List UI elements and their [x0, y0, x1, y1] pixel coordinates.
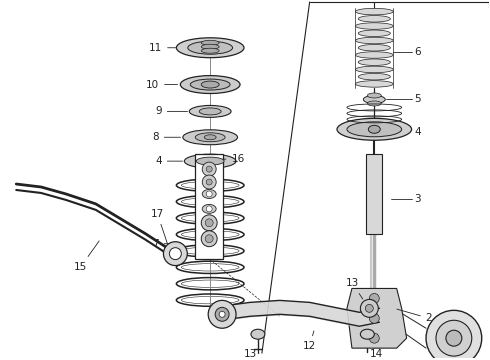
Ellipse shape — [201, 81, 219, 88]
Ellipse shape — [251, 329, 265, 339]
Ellipse shape — [358, 30, 391, 36]
Text: 1: 1 — [464, 335, 470, 345]
Circle shape — [426, 310, 482, 360]
Text: 2: 2 — [397, 309, 432, 323]
Polygon shape — [347, 288, 407, 348]
Ellipse shape — [202, 189, 216, 198]
Ellipse shape — [364, 95, 385, 103]
Text: 6: 6 — [414, 47, 421, 57]
Ellipse shape — [181, 296, 239, 304]
Ellipse shape — [201, 48, 219, 53]
Circle shape — [201, 231, 217, 247]
Ellipse shape — [358, 45, 391, 51]
Circle shape — [436, 320, 472, 356]
Ellipse shape — [355, 8, 393, 15]
Circle shape — [366, 304, 373, 312]
Circle shape — [219, 311, 225, 317]
Bar — [367, 154, 382, 234]
Ellipse shape — [181, 215, 239, 222]
Ellipse shape — [201, 40, 219, 45]
Text: 10: 10 — [146, 80, 177, 90]
Bar — [196, 154, 223, 258]
Circle shape — [208, 300, 236, 328]
Ellipse shape — [337, 118, 412, 140]
Ellipse shape — [181, 280, 239, 287]
Text: 7: 7 — [152, 239, 177, 249]
Ellipse shape — [368, 125, 380, 133]
Ellipse shape — [190, 79, 230, 90]
Ellipse shape — [199, 108, 221, 115]
Text: 16: 16 — [223, 154, 245, 164]
Circle shape — [170, 248, 181, 260]
Ellipse shape — [181, 181, 239, 189]
Circle shape — [164, 242, 187, 266]
Text: 13: 13 — [346, 279, 363, 299]
Circle shape — [205, 235, 213, 243]
Ellipse shape — [355, 66, 393, 73]
Ellipse shape — [360, 329, 374, 339]
Ellipse shape — [188, 41, 233, 54]
Text: 4: 4 — [155, 156, 183, 166]
Text: 9: 9 — [155, 107, 188, 116]
Ellipse shape — [358, 73, 391, 80]
Circle shape — [446, 330, 462, 346]
Circle shape — [205, 219, 213, 227]
Ellipse shape — [181, 247, 239, 255]
Ellipse shape — [204, 135, 216, 140]
Text: 11: 11 — [149, 43, 175, 53]
Ellipse shape — [189, 105, 231, 117]
Circle shape — [369, 313, 379, 323]
Circle shape — [202, 175, 216, 189]
Circle shape — [206, 206, 212, 212]
Circle shape — [201, 215, 217, 231]
Text: 13: 13 — [244, 349, 257, 359]
Circle shape — [206, 179, 212, 185]
Ellipse shape — [201, 44, 219, 49]
Ellipse shape — [368, 101, 381, 106]
Text: 14: 14 — [369, 349, 383, 359]
Ellipse shape — [176, 38, 244, 58]
Text: 5: 5 — [414, 94, 421, 104]
Ellipse shape — [181, 231, 239, 238]
Circle shape — [206, 166, 212, 172]
Ellipse shape — [355, 81, 393, 87]
Ellipse shape — [358, 15, 391, 22]
Text: 15: 15 — [74, 241, 99, 271]
Text: 17: 17 — [151, 209, 168, 244]
Ellipse shape — [355, 23, 393, 29]
Text: 4: 4 — [414, 127, 421, 137]
Circle shape — [360, 300, 378, 317]
Ellipse shape — [355, 52, 393, 58]
Circle shape — [206, 191, 212, 197]
Ellipse shape — [368, 93, 381, 98]
Circle shape — [369, 333, 379, 343]
Ellipse shape — [183, 130, 238, 145]
Ellipse shape — [180, 76, 240, 94]
Ellipse shape — [196, 133, 225, 142]
Ellipse shape — [181, 264, 239, 271]
Text: 8: 8 — [152, 132, 180, 142]
Circle shape — [202, 162, 216, 176]
Ellipse shape — [347, 122, 402, 137]
Ellipse shape — [196, 157, 224, 165]
Ellipse shape — [202, 204, 216, 213]
Ellipse shape — [355, 37, 393, 44]
Ellipse shape — [181, 198, 239, 205]
Ellipse shape — [184, 154, 236, 168]
Circle shape — [215, 307, 229, 321]
Text: 12: 12 — [303, 331, 316, 351]
Ellipse shape — [358, 59, 391, 66]
Circle shape — [369, 293, 379, 303]
Text: 3: 3 — [414, 194, 421, 204]
